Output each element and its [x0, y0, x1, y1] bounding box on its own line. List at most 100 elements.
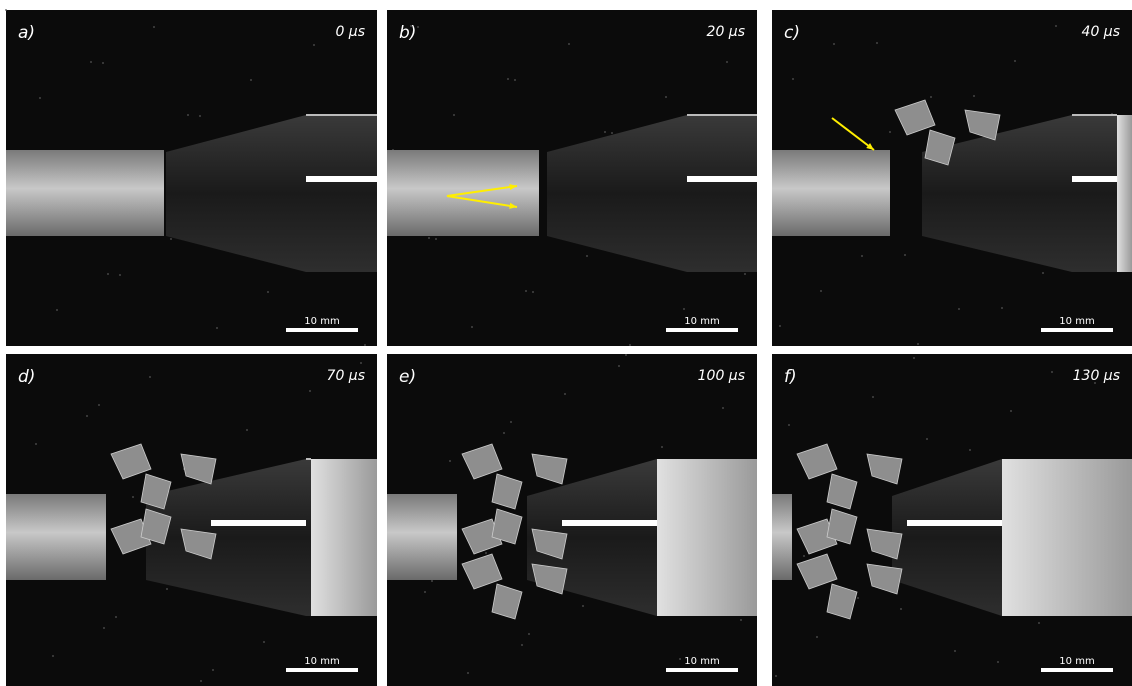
speck: [153, 26, 155, 28]
speck: [170, 238, 172, 240]
speck: [216, 327, 218, 329]
speck: [35, 443, 37, 445]
rod: [6, 150, 164, 236]
scale-label: 10 mm: [684, 656, 719, 667]
speck: [52, 655, 54, 657]
speck: [485, 552, 487, 554]
pin: [306, 176, 377, 182]
time-label: 40 µs: [1082, 24, 1120, 40]
speck: [525, 290, 527, 292]
speck: [510, 421, 512, 423]
speck: [107, 273, 109, 275]
speck: [740, 619, 742, 621]
speck: [744, 273, 746, 275]
pin: [687, 176, 757, 182]
speck: [1051, 371, 1053, 373]
speck: [816, 636, 818, 638]
speck: [103, 627, 105, 629]
speck: [212, 669, 214, 671]
cylinder: [1117, 115, 1132, 272]
panel-label: f): [784, 367, 797, 387]
speck: [246, 429, 248, 431]
speck: [611, 132, 613, 134]
speck: [665, 96, 667, 98]
speck: [997, 661, 999, 663]
speck: [471, 326, 473, 328]
speck: [1014, 60, 1016, 62]
time-label: 20 µs: [707, 24, 745, 40]
speck: [115, 616, 117, 618]
speck: [958, 308, 960, 310]
cylinder: [1002, 459, 1132, 616]
scale-label: 10 mm: [1059, 316, 1094, 327]
speck: [930, 96, 932, 98]
cylinder: [311, 459, 377, 616]
speck: [726, 61, 728, 63]
speck: [199, 115, 201, 117]
rod: [772, 150, 890, 236]
speck: [876, 42, 878, 44]
speck: [449, 460, 451, 462]
speck: [56, 309, 58, 311]
speck: [532, 291, 534, 293]
speck: [779, 325, 781, 327]
speck: [1038, 622, 1040, 624]
speck: [309, 390, 311, 392]
scale-label: 10 mm: [304, 656, 339, 667]
scale-bar: [1041, 328, 1113, 332]
speck: [904, 254, 906, 256]
cylinder: [657, 459, 757, 616]
speck: [954, 650, 956, 652]
speck: [722, 407, 724, 409]
rod: [6, 494, 106, 580]
panel: e) 100 µs 10 mm: [387, 354, 757, 686]
speck: [564, 393, 566, 395]
speck: [119, 274, 121, 276]
rod: [772, 494, 792, 580]
speck: [618, 365, 620, 367]
pin: [562, 520, 657, 526]
panel: d)70 µs10 mm: [6, 354, 377, 686]
speck: [200, 680, 202, 682]
speck: [132, 496, 134, 498]
speck: [313, 44, 315, 46]
speck: [1010, 410, 1012, 412]
speck: [775, 675, 777, 677]
speck: [792, 78, 794, 80]
speck: [90, 61, 92, 63]
speck: [1042, 272, 1044, 274]
panel-label: a): [18, 23, 35, 43]
scale-label: 10 mm: [684, 316, 719, 327]
panel-label: e): [399, 367, 416, 387]
time-label: 130 µs: [1073, 368, 1120, 384]
time-label: 100 µs: [698, 368, 745, 384]
speck: [166, 588, 168, 590]
speck: [969, 449, 971, 451]
speck: [1001, 307, 1003, 309]
speck: [625, 354, 627, 356]
pin: [211, 520, 306, 526]
speck: [5, 9, 7, 11]
speck: [507, 78, 509, 80]
scale-bar: [286, 668, 358, 672]
speck: [428, 237, 430, 239]
scale-bar: [666, 328, 738, 332]
speck: [364, 344, 366, 346]
speck: [926, 438, 928, 440]
panel: c) 40 µs 10 mm: [772, 10, 1132, 346]
panel-label: c): [784, 23, 800, 43]
panel-label: b): [399, 23, 416, 43]
speck: [528, 633, 530, 635]
scale-bar: [666, 668, 738, 672]
speck: [568, 43, 570, 45]
time-label: 70 µs: [327, 368, 365, 384]
speck: [360, 362, 362, 364]
speck: [98, 404, 100, 406]
scale-label: 10 mm: [1059, 656, 1094, 667]
scale-bar: [286, 328, 358, 332]
speck: [39, 97, 41, 99]
speck: [424, 591, 426, 593]
speck: [267, 291, 269, 293]
speck: [861, 255, 863, 257]
